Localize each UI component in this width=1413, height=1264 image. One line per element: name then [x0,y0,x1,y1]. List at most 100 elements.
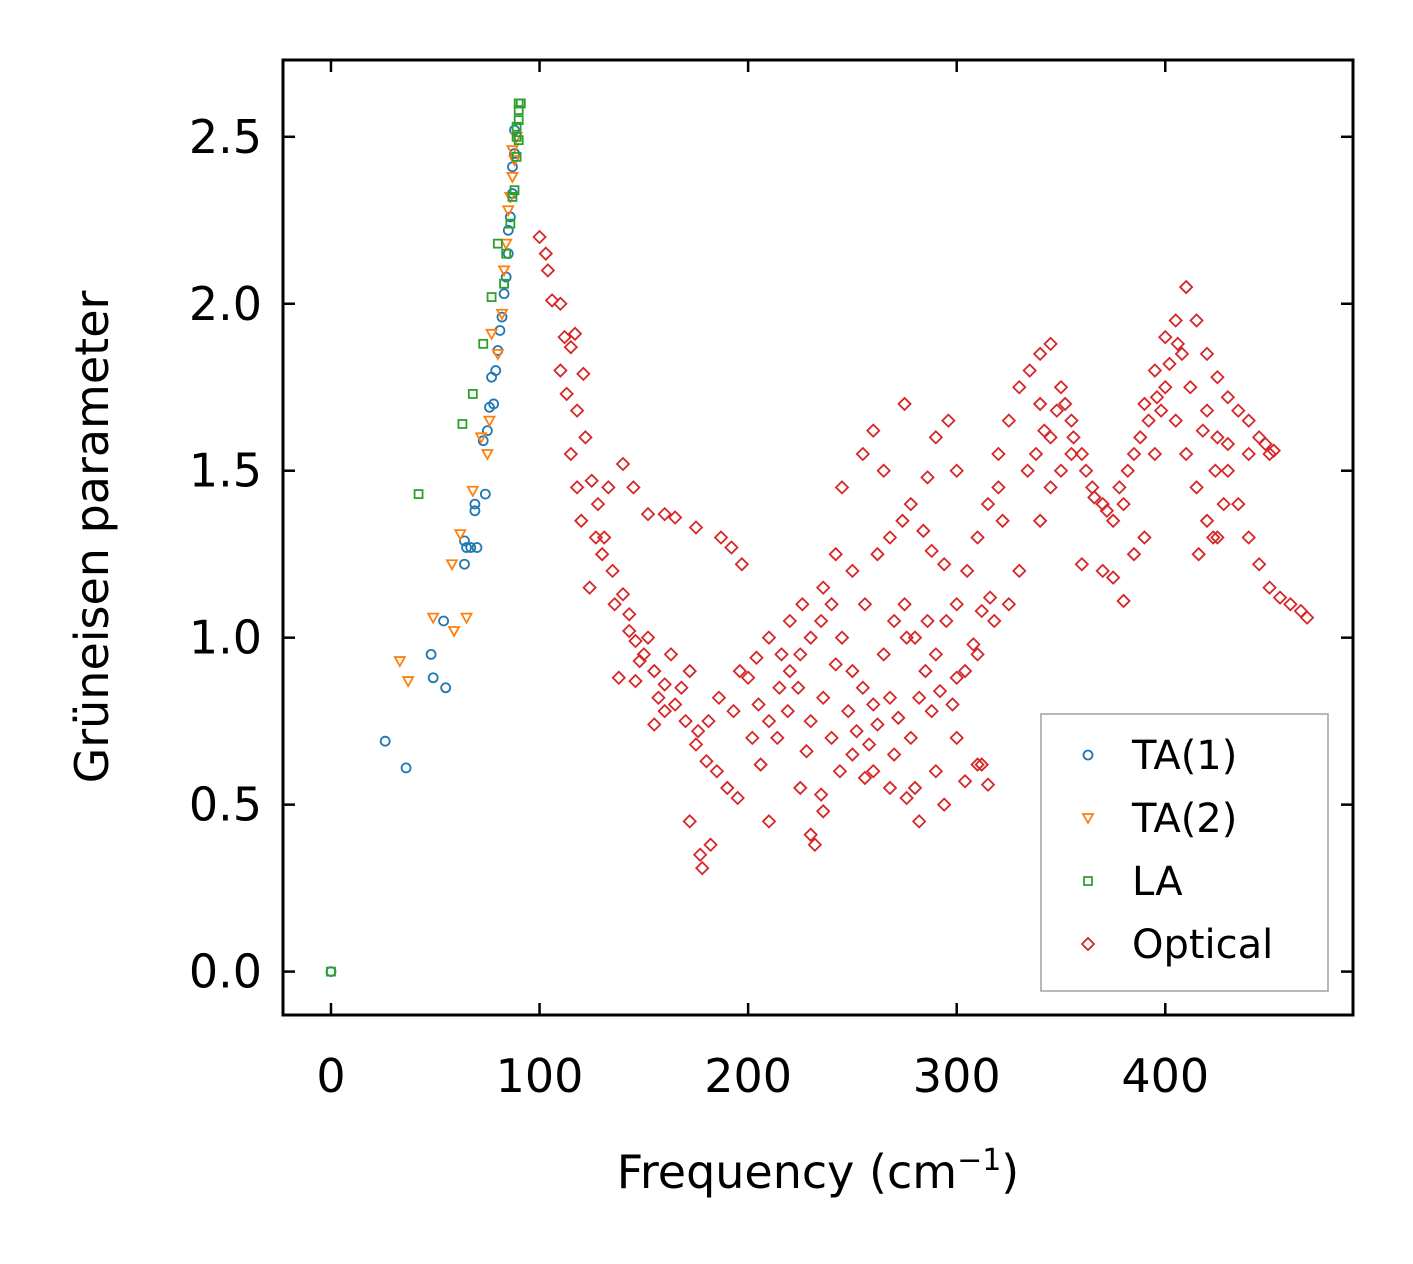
data-point [761,713,777,729]
data-point [945,697,960,712]
data-point [857,770,873,786]
data-point [513,115,524,126]
data-point [903,730,919,746]
data-point [553,296,568,312]
legend-label: Optical [1132,922,1273,968]
axis-ticks [283,60,1353,1015]
data-point [674,680,689,696]
data-point [815,804,831,819]
data-point [482,425,493,437]
series-optical [532,229,1315,876]
data-point [991,480,1006,495]
data-point [601,480,616,495]
data-point [903,496,919,512]
data-point [970,757,985,772]
x-axis-title-close: ) [1001,1145,1019,1199]
data-point [1043,336,1058,352]
data-point [1032,346,1048,362]
data-point [855,680,871,696]
data-point [795,597,810,612]
data-point [732,663,748,679]
data-point [1272,590,1288,605]
data-point [1191,546,1206,562]
data-point [1149,389,1165,405]
tick-labels: 0 100 200 300 400 0.0 0.5 1.0 1.5 2.0 2.5 [189,110,1209,1103]
data-point [974,603,990,619]
data-point [1266,443,1282,458]
data-point [480,449,494,461]
data-point [425,648,437,660]
data-point [507,192,518,202]
legend-label: LA [1132,859,1183,905]
data-point [1105,513,1121,529]
data-point [866,697,881,712]
data-point [703,837,718,852]
data-point [461,542,472,553]
data-point [949,597,964,612]
data-point [567,326,583,342]
data-point [939,613,954,629]
data-point [876,647,891,662]
data-point [1126,546,1142,562]
data-point [936,556,952,572]
data-point [1037,423,1052,438]
data-point [761,814,777,829]
data-point [682,814,697,829]
data-point [573,513,589,529]
plot-frame [281,58,1355,1017]
data-point [513,135,524,146]
data-point [899,630,914,645]
data-point [895,513,910,529]
data-point [832,763,848,779]
data-point [413,489,424,499]
data-point [1087,490,1102,505]
data-point [646,717,662,732]
data-point [447,626,461,638]
data-point [469,505,481,517]
data-point [1001,597,1017,612]
data-point [876,463,891,478]
data-point [688,520,704,535]
data-point [393,656,407,668]
x-axis-title-text: Frequency (cm [617,1145,957,1199]
data-point [1178,446,1194,462]
data-point [511,151,522,162]
data-point [709,763,725,779]
data-point [1126,446,1142,462]
data-point [1162,356,1177,372]
data-point [1220,436,1236,452]
data-point [911,814,927,829]
data-point [497,265,511,278]
data-point [588,530,604,545]
data-point [995,513,1010,529]
data-point [740,670,756,686]
series-la [326,98,526,977]
data-point [974,757,990,772]
data-point [882,530,898,545]
data-point [557,329,572,345]
data-point [632,653,647,669]
data-point [584,473,599,489]
data-point [440,682,452,694]
data-point [569,480,585,495]
legend-items: TA(1) TA(2) LA Optical [1080,733,1273,968]
data-point [834,480,850,495]
data-point [488,398,500,410]
x-tick-label: 200 [704,1049,792,1103]
data-point [651,690,666,706]
data-point [924,543,939,559]
data-point [916,523,931,539]
data-point [855,446,871,462]
y-tick-label: 2.0 [189,277,262,331]
data-point [505,171,519,184]
data-point [815,690,831,706]
data-point [694,860,710,876]
data-point [957,773,973,789]
data-point [1220,463,1236,478]
data-point [845,747,860,762]
data-point [1195,423,1211,438]
data-point [1137,530,1152,545]
data-point [678,713,693,729]
data-point [957,663,973,679]
